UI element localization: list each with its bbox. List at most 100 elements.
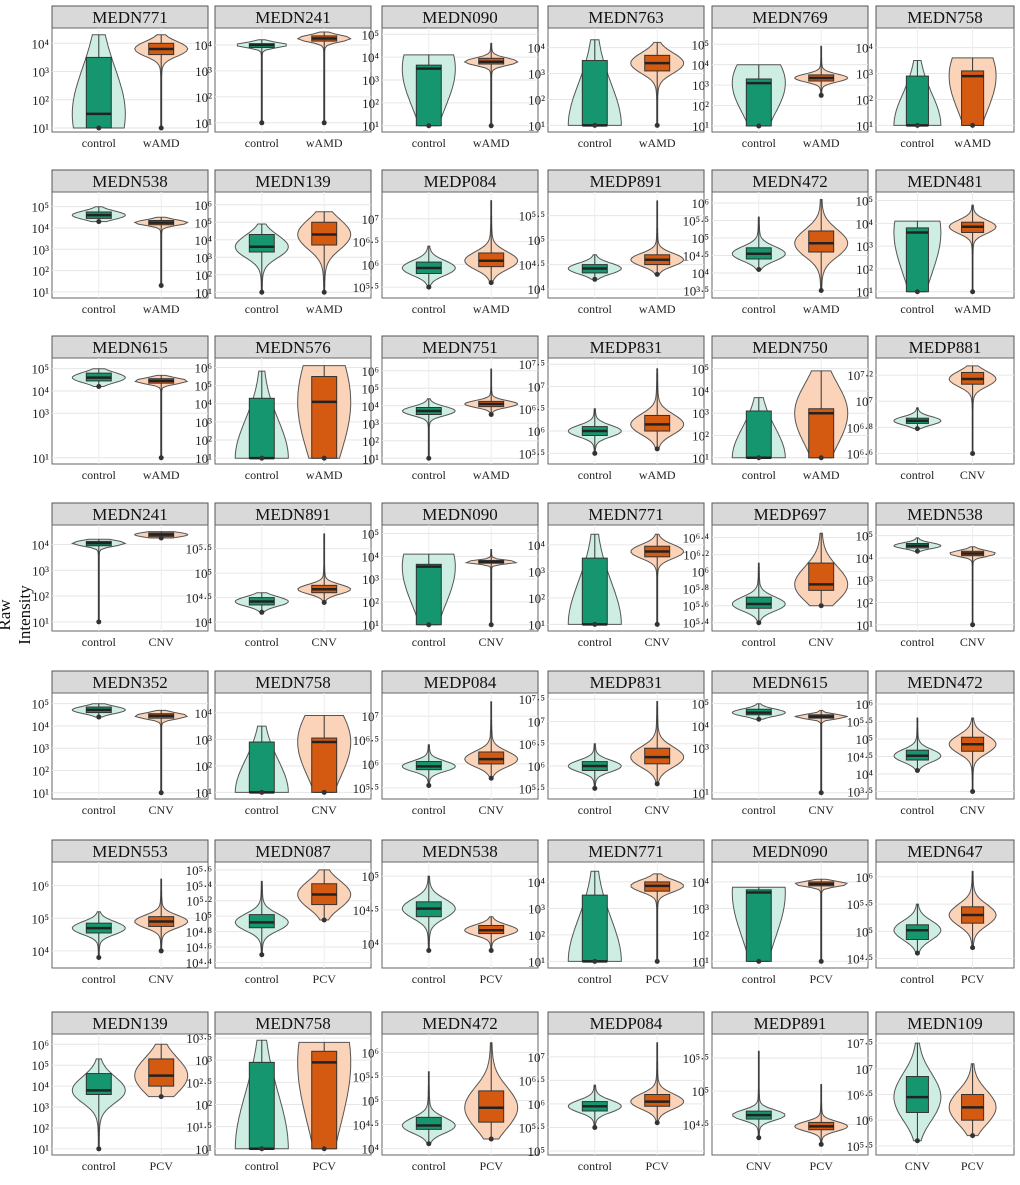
plot-area bbox=[381, 861, 539, 969]
y-tick-label: 10⁵·⁵ bbox=[847, 897, 873, 912]
box-control bbox=[248, 397, 275, 459]
y-axis-title: Raw Intensity bbox=[0, 585, 34, 645]
x-category-label: control bbox=[578, 302, 613, 316]
y-tick-label: 10⁶·⁵ bbox=[353, 235, 379, 250]
plot-area bbox=[711, 1033, 869, 1156]
y-tick-label: 10⁵ bbox=[855, 732, 873, 747]
y-tick-label: 10⁶ bbox=[691, 565, 709, 580]
panel-title: MEDN771 bbox=[92, 8, 168, 27]
y-tick-label: 10⁴ bbox=[855, 216, 873, 231]
y-tick-label: 10⁵ bbox=[31, 362, 49, 377]
box-control bbox=[745, 410, 772, 459]
outlier-point bbox=[592, 276, 598, 282]
y-tick-label: 10⁶ bbox=[527, 1097, 545, 1112]
outlier-point bbox=[914, 548, 920, 554]
outlier-point bbox=[158, 282, 164, 288]
x-category-label: control bbox=[245, 1159, 280, 1173]
y-tick-label: 10³ bbox=[692, 406, 709, 421]
x-category-label: wAMD bbox=[306, 302, 343, 316]
y-tick-label: 10⁴·⁵ bbox=[186, 591, 212, 606]
plot-area bbox=[547, 357, 705, 465]
y-tick-label: 10⁶·⁵ bbox=[519, 402, 545, 417]
y-tick-label: 10¹ bbox=[362, 451, 379, 466]
x-category-label: PCV bbox=[313, 1159, 337, 1173]
y-tick-label: 10¹ bbox=[528, 954, 545, 969]
y-tick-label: 10⁵·² bbox=[186, 894, 212, 909]
x-category-label: control bbox=[742, 136, 777, 150]
box-wAMD bbox=[808, 230, 835, 253]
plot-area bbox=[547, 692, 705, 800]
x-category-label: CNV bbox=[960, 635, 986, 649]
x-category-label: wAMD bbox=[954, 136, 991, 150]
y-tick-label: 10³ bbox=[362, 572, 379, 587]
panel-title: MEDN615 bbox=[92, 338, 168, 357]
box-control bbox=[248, 741, 275, 793]
y-tick-label: 10¹ bbox=[362, 119, 379, 134]
y-tick-label: 10³ bbox=[195, 64, 212, 79]
y-tick-label: 10⁵·⁵ bbox=[353, 1069, 379, 1084]
x-category-label: control bbox=[412, 972, 447, 986]
panel-title: MEDN481 bbox=[907, 172, 983, 191]
panel-medp084: MEDP084 10⁵·⁵ 10⁶ 10⁶·⁵ 10⁷ control wAMD bbox=[353, 169, 539, 316]
x-category-label: CNV bbox=[479, 803, 505, 817]
y-tick-label: 10⁵ bbox=[361, 869, 379, 884]
y-tick-label: 10⁶ bbox=[361, 1045, 379, 1060]
x-category-label: wAMD bbox=[306, 136, 343, 150]
outlier-point bbox=[426, 947, 432, 953]
outlier-point bbox=[818, 790, 824, 796]
y-tick-label: 10⁴ bbox=[691, 875, 709, 890]
panel-title: MEDN241 bbox=[92, 505, 168, 524]
x-category-label: PCV bbox=[646, 972, 670, 986]
y-tick-label: 10⁶ bbox=[855, 870, 873, 885]
y-tick-label: 10⁷·⁵ bbox=[847, 1036, 873, 1051]
x-category-label: control bbox=[245, 302, 280, 316]
y-tick-label: 10⁴ bbox=[361, 1142, 379, 1157]
outlier-point bbox=[970, 122, 976, 128]
y-tick-label: 10⁴ bbox=[31, 221, 49, 236]
y-tick-label: 10⁵ bbox=[31, 697, 49, 712]
x-category-label: PCV bbox=[480, 1159, 504, 1173]
y-tick-label: 10⁴ bbox=[31, 384, 49, 399]
y-tick-label: 10³ bbox=[32, 65, 49, 80]
outlier-point bbox=[96, 619, 102, 625]
x-category-label: CNV bbox=[645, 635, 671, 649]
x-category-label: PCV bbox=[961, 972, 985, 986]
x-category-label: control bbox=[82, 972, 117, 986]
y-tick-label: 10¹·⁵ bbox=[186, 1120, 212, 1135]
y-tick-label: 10⁵ bbox=[855, 529, 873, 544]
y-tick-label: 10⁶ bbox=[31, 1037, 49, 1052]
x-category-label: control bbox=[900, 803, 935, 817]
y-tick-label: 10³ bbox=[692, 901, 709, 916]
x-category-label: CNV bbox=[746, 1159, 772, 1173]
outlier-point bbox=[592, 122, 598, 128]
y-tick-label: 10⁵ bbox=[691, 231, 709, 246]
panel-medn763: MEDN763 10¹ 10² 10³ 10⁴ control wAMD bbox=[527, 5, 705, 150]
box-CNV bbox=[808, 562, 835, 591]
panel-medn139: MEDN139 10¹ 10² 10³ 10⁴ 10⁵ 10⁶ control wAMD bbox=[194, 169, 372, 316]
y-tick-label: 10³ bbox=[195, 732, 212, 747]
y-tick-label: 10³ bbox=[195, 250, 212, 265]
y-tick-label: 10¹ bbox=[528, 118, 545, 133]
y-tick-label: 10⁶ bbox=[194, 360, 212, 375]
plot-area bbox=[547, 1033, 705, 1156]
y-tick-label: 10⁴ bbox=[194, 706, 212, 721]
y-tick-label: 10² bbox=[195, 1097, 212, 1112]
x-category-label: control bbox=[245, 803, 280, 817]
box-control bbox=[248, 234, 275, 253]
y-tick-label: 10¹ bbox=[195, 116, 212, 131]
outlier-point bbox=[488, 775, 494, 781]
y-tick-label: 10⁴ bbox=[691, 384, 709, 399]
panel-medn771: MEDN771 10¹ 10² 10³ 10⁴ control CNV bbox=[527, 502, 705, 649]
outlier-point bbox=[970, 289, 976, 295]
y-tick-label: 10⁵ bbox=[527, 1144, 545, 1159]
outlier-point bbox=[321, 600, 327, 605]
panel-title: MEDN472 bbox=[752, 172, 828, 191]
y-tick-label: 10²·⁵ bbox=[186, 1075, 212, 1090]
outlier-point bbox=[592, 1124, 598, 1130]
outlier-point bbox=[259, 609, 265, 615]
panel-medn472: MEDN472 10³·⁵ 10⁴ 10⁴·⁵ 10⁵ 10⁵·⁵ 10⁶ control CN… bbox=[847, 670, 1015, 817]
y-tick-label: 10² bbox=[856, 596, 873, 611]
x-category-label: wAMD bbox=[143, 468, 180, 482]
panel-medn758: MEDN758 10¹ 10¹·⁵ 10² 10²·⁵ 10³ 10³·⁵ control PC… bbox=[186, 1011, 372, 1173]
y-tick-label: 10¹ bbox=[195, 451, 212, 466]
